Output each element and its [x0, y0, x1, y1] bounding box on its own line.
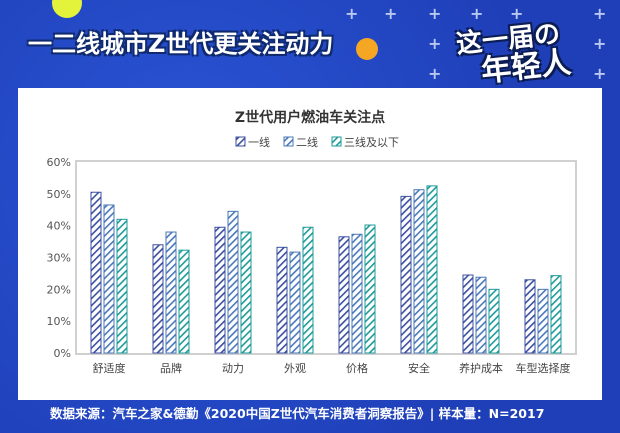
plus-icon: +	[428, 64, 442, 83]
x-tick-label: 安全	[408, 361, 430, 375]
plus-icon: +	[470, 4, 484, 23]
legend-swatch	[283, 136, 294, 147]
bar-二线	[227, 210, 239, 354]
y-tick-label: 30%	[47, 252, 71, 265]
bar-三线及以下	[426, 185, 438, 354]
legend-label: 三线及以下	[344, 135, 399, 149]
x-tick-label: 养护成本	[459, 361, 503, 375]
bar-三线及以下	[302, 226, 314, 354]
bar-二线	[413, 189, 425, 354]
bar-三线及以下	[178, 249, 190, 354]
bar-二线	[475, 276, 487, 354]
y-tick-label: 50%	[47, 188, 71, 201]
bar-二线	[289, 251, 301, 354]
x-tick-label: 外观	[284, 362, 306, 375]
plot-frame	[75, 160, 577, 355]
plus-icon: +	[510, 4, 524, 23]
x-tick-label: 动力	[222, 362, 244, 375]
decor-circle	[356, 38, 378, 60]
bar-一线	[400, 195, 412, 354]
x-tick-label: 车型选择度	[516, 361, 571, 375]
bar-三线及以下	[488, 288, 500, 354]
x-tick-label: 品牌	[160, 361, 182, 375]
plus-icon: +	[593, 64, 607, 83]
plus-icon: +	[345, 4, 359, 23]
bar-一线	[214, 226, 226, 354]
bar-一线	[462, 274, 474, 354]
legend-swatch	[331, 136, 342, 147]
bar-二线	[537, 288, 549, 354]
x-tick-label: 价格	[346, 361, 368, 375]
plus-icon: +	[593, 4, 607, 23]
source-footer: 数据来源：汽车之家&德勤《2020中国Z世代汽车消费者洞察报告》| 样本量：N=…	[50, 406, 545, 421]
y-tick-label: 10%	[47, 315, 71, 328]
bar-二线	[165, 231, 177, 354]
legend: 一线 二线 三线及以下	[235, 135, 399, 149]
plus-icon: +	[428, 4, 442, 23]
legend-swatch	[235, 136, 246, 147]
decor-circle	[52, 0, 82, 18]
bar-一线	[338, 236, 350, 354]
bar-三线及以下	[240, 231, 252, 354]
bar-一线	[524, 279, 536, 354]
y-axis: 0% 10% 20% 30% 40% 50% 60%	[47, 156, 71, 360]
y-tick-label: 40%	[47, 220, 71, 233]
bar-三线及以下	[116, 218, 128, 354]
bar-一线	[276, 246, 288, 354]
legend-label: 二线	[296, 135, 318, 149]
plus-icon: +	[593, 34, 607, 53]
legend-label: 一线	[248, 135, 270, 149]
plus-icon: +	[384, 4, 398, 23]
plus-icon: +	[428, 34, 442, 53]
y-tick-label: 0%	[54, 347, 71, 360]
x-tick-label: 舒适度	[93, 361, 126, 375]
bar-二线	[103, 204, 115, 354]
bar-三线及以下	[550, 275, 562, 354]
bar-一线	[152, 244, 164, 354]
bars	[90, 185, 562, 354]
page-title: 一二线城市Z世代更关注动力	[28, 30, 334, 58]
bar-三线及以下	[364, 224, 376, 354]
bar-一线	[90, 191, 102, 354]
x-axis: 舒适度 品牌 动力 外观 价格 安全 养护成本 车型选择度	[93, 361, 571, 375]
y-tick-label: 20%	[47, 283, 71, 296]
bar-二线	[351, 233, 363, 354]
chart-title: Z世代用户燃油车关注点	[235, 109, 385, 126]
y-tick-label: 60%	[47, 156, 71, 169]
